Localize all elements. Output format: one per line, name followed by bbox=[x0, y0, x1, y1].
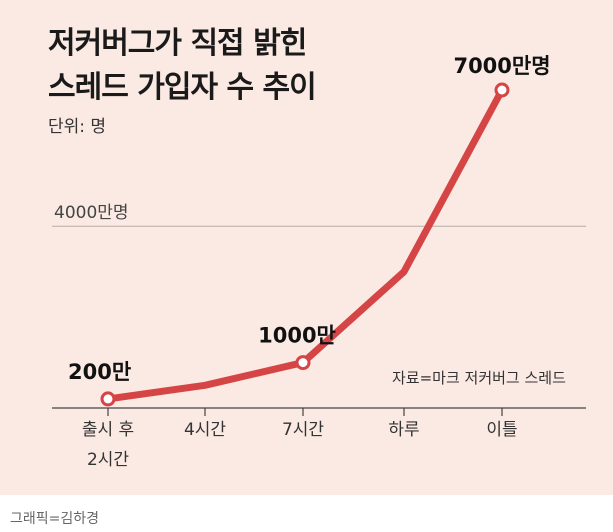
data-point bbox=[494, 82, 510, 98]
chart-title-line-2: 스레드 가입자 수 추이 bbox=[48, 70, 317, 105]
data-label: 7000만명 bbox=[453, 54, 550, 78]
chart-title-line-1: 저커버그가 직접 밝힌 bbox=[48, 26, 307, 61]
series-line bbox=[104, 86, 506, 403]
source-note: 자료=마크 저커버그 스레드 bbox=[392, 369, 566, 387]
graphic-credit: 그래픽=김하경 bbox=[10, 511, 100, 527]
data-label: 1000만 bbox=[258, 324, 336, 348]
x-tick-label: 7시간 bbox=[282, 420, 324, 440]
x-tick-label: 이틀 bbox=[486, 420, 517, 440]
line-chart: 출시 후 2시간 4시간 7시간 하루 이틀 200만 1000만 7000만명 bbox=[52, 54, 586, 470]
unit-label: 단위: 명 bbox=[48, 117, 107, 137]
x-tick-label: 2시간 bbox=[87, 450, 129, 470]
data-point bbox=[100, 391, 116, 407]
x-tick-label: 4시간 bbox=[184, 420, 226, 440]
x-tick-label: 출시 후 bbox=[82, 420, 134, 440]
data-point bbox=[295, 355, 311, 371]
chart-panel bbox=[0, 0, 613, 495]
data-label: 200만 bbox=[68, 360, 131, 384]
chart-title: 저커버그가 직접 밝힌 스레드 가입자 수 추이 bbox=[48, 22, 317, 110]
reference-line-label: 4000만명 bbox=[54, 203, 129, 223]
x-tick-label: 하루 bbox=[388, 420, 419, 440]
